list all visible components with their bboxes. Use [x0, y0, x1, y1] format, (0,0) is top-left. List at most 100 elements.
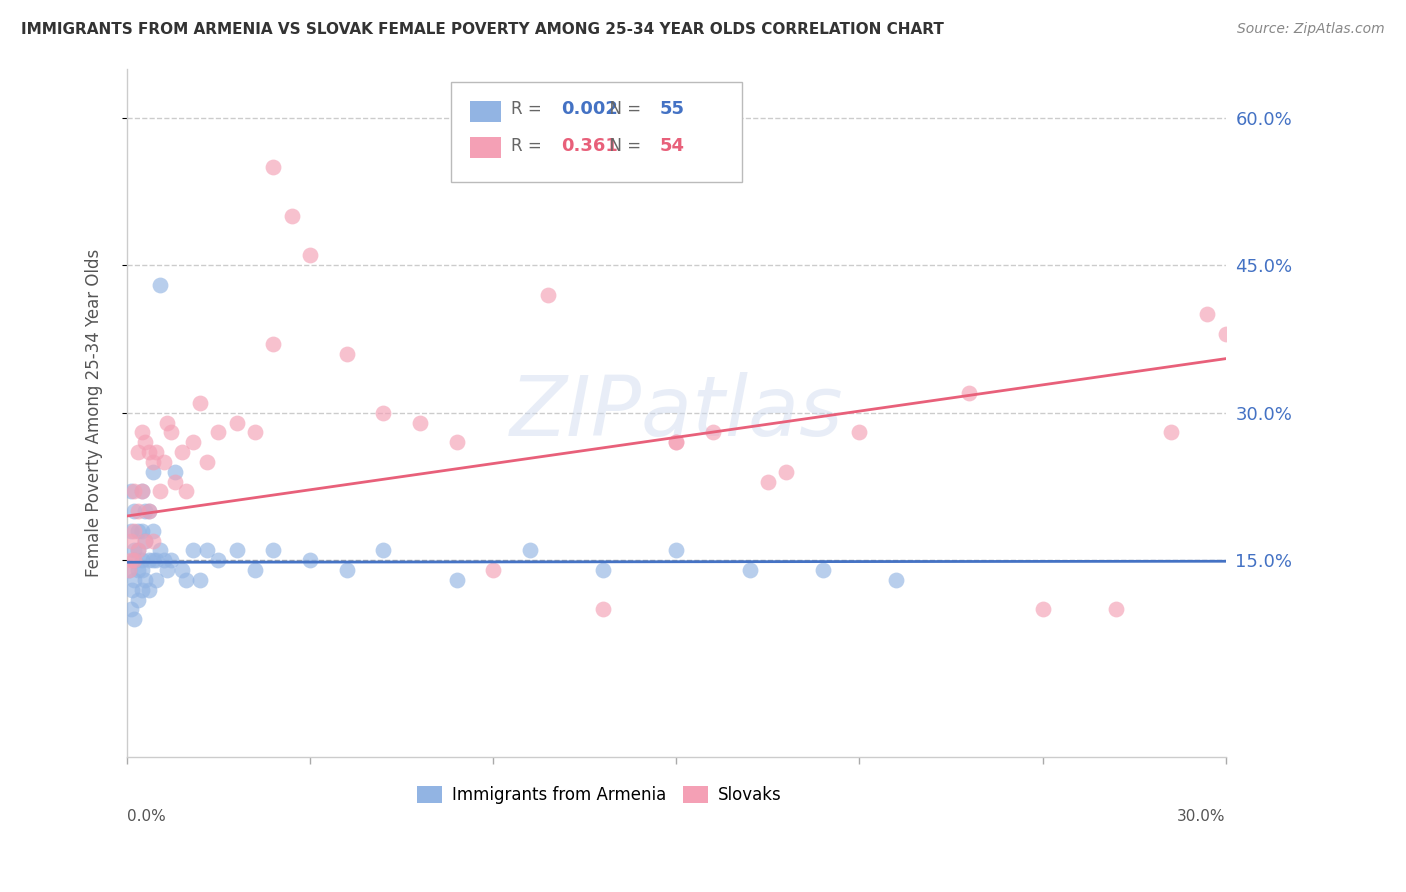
Point [131, 553, 153, 567]
Point [127, 543, 149, 558]
Point [170, 563, 193, 577]
Point [665, 435, 688, 450]
Point [957, 386, 980, 401]
Point [131, 484, 153, 499]
Point [152, 455, 174, 469]
Point [122, 553, 145, 567]
Point [519, 543, 541, 558]
Point [141, 455, 163, 469]
Point [127, 543, 149, 558]
Point [665, 435, 688, 450]
Point [336, 563, 359, 577]
Point [156, 416, 179, 430]
Point [138, 504, 160, 518]
Point [197, 455, 219, 469]
Point [446, 435, 468, 450]
Point [118, 563, 141, 577]
Point [373, 543, 395, 558]
Text: Source: ZipAtlas.com: Source: ZipAtlas.com [1237, 22, 1385, 37]
Point [160, 425, 183, 440]
Point [163, 475, 186, 489]
Point [243, 425, 266, 440]
Point [174, 573, 197, 587]
Text: IMMIGRANTS FROM ARMENIA VS SLOVAK FEMALE POVERTY AMONG 25-34 YEAR OLDS CORRELATI: IMMIGRANTS FROM ARMENIA VS SLOVAK FEMALE… [21, 22, 943, 37]
Point [811, 563, 834, 577]
Point [592, 602, 614, 616]
Point [134, 435, 156, 450]
Point [122, 484, 145, 499]
Point [738, 563, 761, 577]
Point [1215, 327, 1237, 342]
Point [884, 573, 907, 587]
Point [127, 504, 149, 518]
Point [131, 524, 153, 538]
Point [141, 465, 163, 479]
Point [122, 504, 145, 518]
Point [122, 573, 145, 587]
Text: R =: R = [512, 100, 547, 118]
Point [225, 416, 247, 430]
Point [702, 425, 724, 440]
Point [160, 553, 183, 567]
Point [592, 563, 614, 577]
Point [131, 582, 153, 597]
Point [141, 553, 163, 567]
Point [665, 543, 688, 558]
FancyBboxPatch shape [470, 101, 501, 121]
Point [122, 543, 145, 558]
Point [121, 582, 143, 597]
Text: 55: 55 [659, 100, 685, 118]
Point [1160, 425, 1182, 440]
Point [131, 484, 153, 499]
Point [299, 553, 322, 567]
Point [188, 573, 211, 587]
Point [120, 533, 142, 548]
Point [163, 465, 186, 479]
Point [848, 425, 870, 440]
Point [262, 160, 284, 174]
Point [170, 445, 193, 459]
Point [1197, 307, 1219, 321]
Point [120, 484, 142, 499]
Text: R =: R = [512, 136, 547, 154]
Point [141, 533, 163, 548]
Point [118, 563, 141, 577]
Point [145, 553, 167, 567]
Text: N =: N = [599, 100, 647, 118]
Point [120, 524, 142, 538]
Point [120, 602, 142, 616]
Point [336, 347, 359, 361]
Point [537, 287, 560, 301]
Point [181, 435, 204, 450]
FancyBboxPatch shape [451, 82, 742, 182]
Point [127, 592, 149, 607]
Point [188, 396, 211, 410]
Point [262, 543, 284, 558]
Point [262, 337, 284, 351]
Point [122, 553, 145, 567]
Point [207, 425, 229, 440]
Text: ZIPatlas: ZIPatlas [509, 372, 844, 453]
Point [138, 504, 160, 518]
Point [131, 563, 153, 577]
Point [149, 277, 172, 292]
Point [482, 563, 505, 577]
Text: 0.002: 0.002 [561, 100, 617, 118]
Point [127, 563, 149, 577]
Point [131, 425, 153, 440]
Point [145, 573, 167, 587]
Point [775, 465, 797, 479]
Point [197, 543, 219, 558]
Point [138, 553, 160, 567]
Point [122, 524, 145, 538]
Point [127, 445, 149, 459]
Legend: Immigrants from Armenia, Slovaks: Immigrants from Armenia, Slovaks [411, 779, 789, 811]
Point [181, 543, 204, 558]
Point [145, 445, 167, 459]
Y-axis label: Female Poverty Among 25-34 Year Olds: Female Poverty Among 25-34 Year Olds [86, 249, 103, 577]
Point [243, 563, 266, 577]
Point [1032, 602, 1054, 616]
Point [127, 524, 149, 538]
Point [756, 475, 779, 489]
Point [138, 445, 160, 459]
